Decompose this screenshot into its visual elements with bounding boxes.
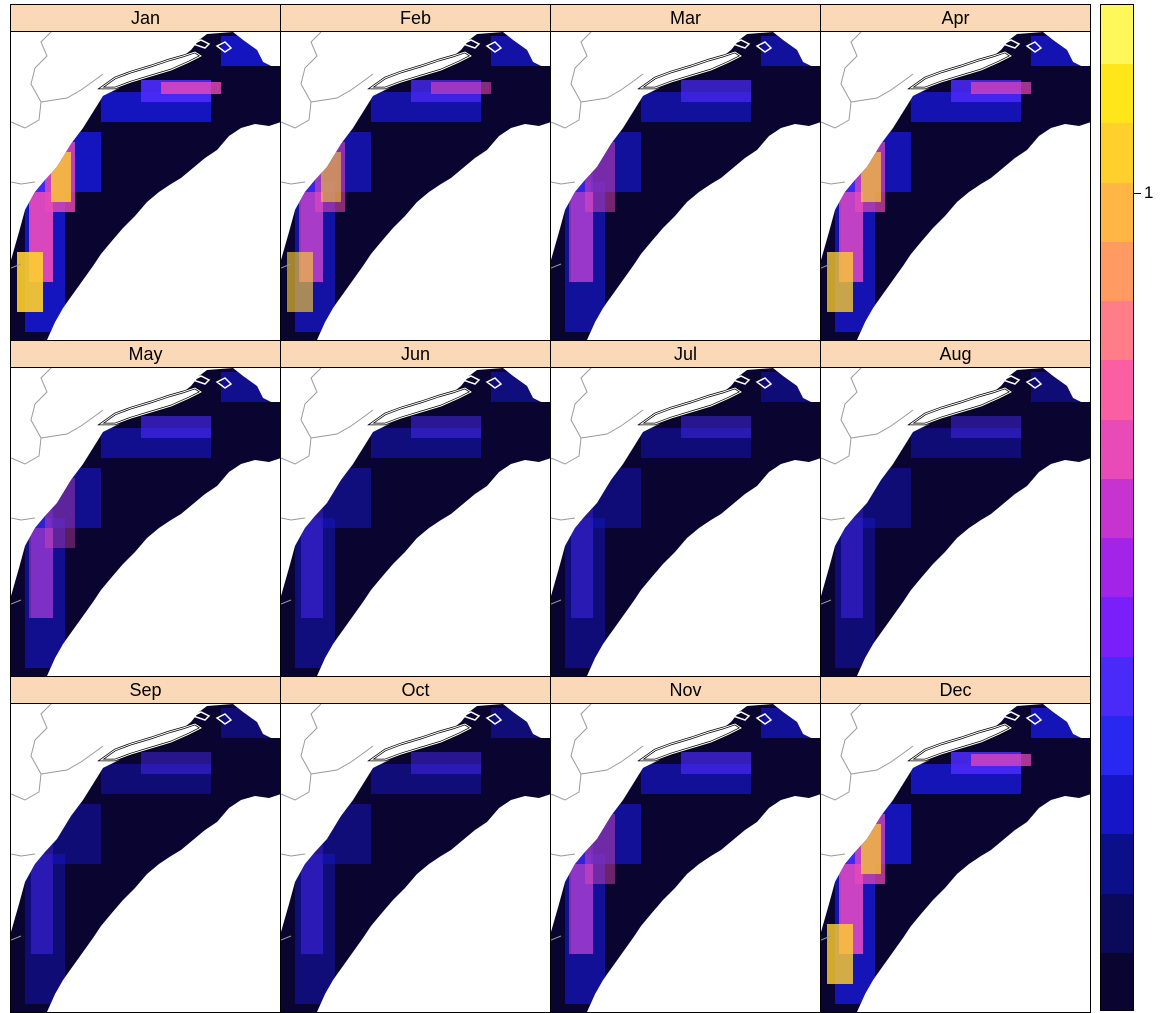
colorbar-swatch xyxy=(1101,5,1133,65)
panel-title: Feb xyxy=(281,5,550,32)
shelf-region xyxy=(11,368,280,676)
density-layer xyxy=(25,372,271,668)
panel-title: Jun xyxy=(281,341,550,368)
shelf-region xyxy=(281,32,550,340)
map-panel-may: May xyxy=(10,340,281,677)
colorbar-swatch xyxy=(1101,64,1133,124)
coastline-detail xyxy=(191,711,233,725)
shelf-region xyxy=(551,32,820,340)
state-boundaries xyxy=(821,704,914,941)
panel-title: Apr xyxy=(821,5,1090,32)
map-jan xyxy=(11,32,280,340)
map-oct xyxy=(281,704,550,1012)
map-panel-aug: Aug xyxy=(820,340,1091,677)
coastline-detail xyxy=(191,39,233,53)
colorbar-swatch xyxy=(1101,893,1133,954)
shelf-region xyxy=(11,32,280,340)
shelf-region xyxy=(821,704,1090,1012)
colorbar-swatch xyxy=(1101,834,1133,895)
colorbar-swatch xyxy=(1101,715,1133,776)
map-panel-dec: Dec xyxy=(820,676,1091,1013)
coastline-detail xyxy=(191,375,233,389)
map-mar xyxy=(551,32,820,340)
state-boundaries xyxy=(551,32,644,269)
shelf-region xyxy=(821,368,1090,676)
colorbar-swatch xyxy=(1101,775,1133,835)
colorbar-swatch xyxy=(1101,419,1133,480)
coastline-detail xyxy=(731,711,773,725)
coastline-detail xyxy=(461,39,503,53)
map-panel-jan: Jan xyxy=(10,4,281,341)
coastline-detail xyxy=(731,375,773,389)
panel-title: Jul xyxy=(551,341,820,368)
state-boundaries xyxy=(281,368,374,605)
state-boundaries xyxy=(11,368,104,605)
state-boundaries xyxy=(281,704,374,941)
map-may xyxy=(11,368,280,676)
map-panel-nov: Nov xyxy=(550,676,821,1013)
colorbar-swatch xyxy=(1101,123,1133,184)
shelf-region xyxy=(551,704,820,1012)
map-panel-jul: Jul xyxy=(550,340,821,677)
colorbar-tick-label: 1 xyxy=(1144,183,1154,202)
map-apr xyxy=(821,32,1090,340)
density-layer xyxy=(827,36,1081,332)
map-panel-sep: Sep xyxy=(10,676,281,1013)
state-boundaries xyxy=(821,368,914,605)
state-boundaries xyxy=(281,32,374,269)
panel-title: Nov xyxy=(551,677,820,704)
colorbar-swatch xyxy=(1101,182,1133,243)
colorbar xyxy=(1100,4,1134,1011)
panel-title: Sep xyxy=(11,677,280,704)
map-dec xyxy=(821,704,1090,1012)
map-feb xyxy=(281,32,550,340)
coastline-detail xyxy=(1001,711,1043,725)
colorbar-swatch xyxy=(1101,597,1133,658)
state-boundaries xyxy=(821,32,914,269)
density-layer xyxy=(287,36,541,332)
map-aug xyxy=(821,368,1090,676)
colorbar-swatch xyxy=(1101,538,1133,598)
panels-grid: Jan Feb Mar Apr May Jun Jul Aug Sep Oct Nov Dec xyxy=(10,4,1091,1013)
map-sep xyxy=(11,704,280,1012)
panel-title: Jan xyxy=(11,5,280,32)
colorbar-swatch xyxy=(1101,952,1133,1010)
state-boundaries xyxy=(551,368,644,605)
panel-title: Aug xyxy=(821,341,1090,368)
panel-title: May xyxy=(11,341,280,368)
panel-title: Dec xyxy=(821,677,1090,704)
coastline-detail xyxy=(1001,375,1043,389)
map-panel-feb: Feb xyxy=(280,4,551,341)
coastline-detail xyxy=(1001,39,1043,53)
shelf-region xyxy=(821,32,1090,340)
coastline-detail xyxy=(731,39,773,53)
coastline-detail xyxy=(461,375,503,389)
colorbar-swatch xyxy=(1101,360,1133,421)
map-panel-apr: Apr xyxy=(820,4,1091,341)
density-layer xyxy=(565,708,811,1004)
shelf-region xyxy=(551,368,820,676)
shelf-region xyxy=(281,704,550,1012)
map-jun xyxy=(281,368,550,676)
map-panel-mar: Mar xyxy=(550,4,821,341)
density-layer xyxy=(17,36,271,332)
colorbar-swatch xyxy=(1101,478,1133,539)
colorbar-tick xyxy=(1134,193,1141,194)
panel-title: Oct xyxy=(281,677,550,704)
density-layer xyxy=(565,372,811,668)
map-nov xyxy=(551,704,820,1012)
coastline-detail xyxy=(461,711,503,725)
shelf-region xyxy=(281,368,550,676)
colorbar-swatch xyxy=(1101,656,1133,717)
map-panel-oct: Oct xyxy=(280,676,551,1013)
shelf-region xyxy=(11,704,280,1012)
panel-title: Mar xyxy=(551,5,820,32)
state-boundaries xyxy=(11,32,104,269)
map-jul xyxy=(551,368,820,676)
colorbar-swatch xyxy=(1101,241,1133,302)
colorbar-swatch xyxy=(1101,301,1133,361)
state-boundaries xyxy=(11,704,104,941)
map-panel-jun: Jun xyxy=(280,340,551,677)
state-boundaries xyxy=(551,704,644,941)
